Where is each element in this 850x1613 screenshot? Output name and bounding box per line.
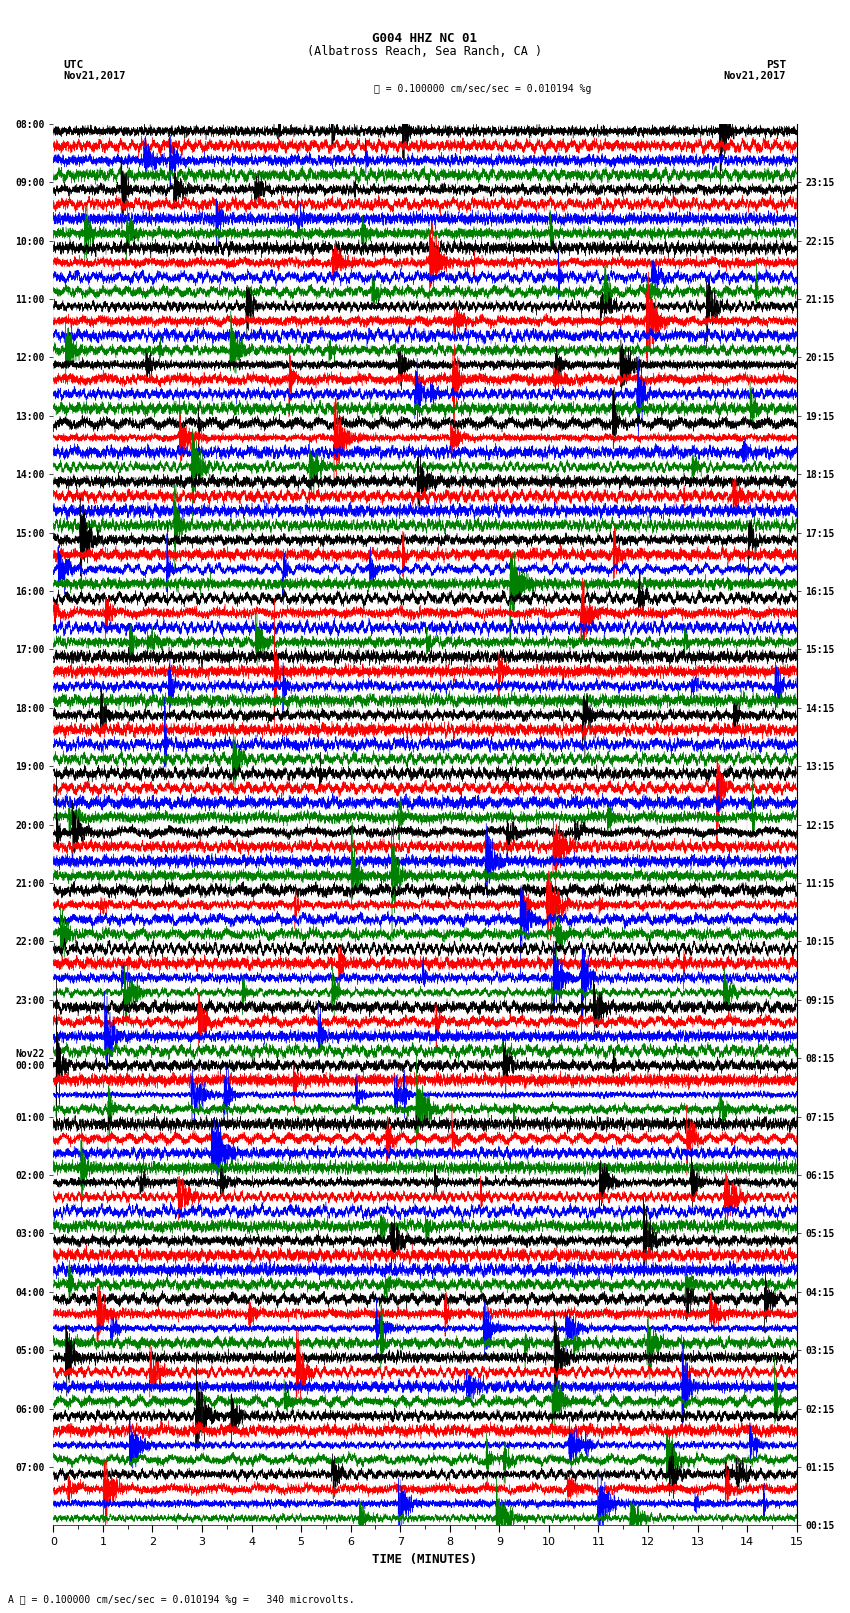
Text: Nov21,2017: Nov21,2017: [64, 71, 127, 81]
Text: PST: PST: [766, 60, 786, 69]
Text: A ⎸ = 0.100000 cm/sec/sec = 0.010194 %g =   340 microvolts.: A ⎸ = 0.100000 cm/sec/sec = 0.010194 %g …: [8, 1595, 355, 1605]
X-axis label: TIME (MINUTES): TIME (MINUTES): [372, 1553, 478, 1566]
Text: (Albatross Reach, Sea Ranch, CA ): (Albatross Reach, Sea Ranch, CA ): [308, 45, 542, 58]
Text: G004 HHZ NC 01: G004 HHZ NC 01: [372, 32, 478, 45]
Text: UTC: UTC: [64, 60, 84, 69]
Text: Nov21,2017: Nov21,2017: [723, 71, 786, 81]
Text: ⎸ = 0.100000 cm/sec/sec = 0.010194 %g: ⎸ = 0.100000 cm/sec/sec = 0.010194 %g: [374, 84, 592, 94]
